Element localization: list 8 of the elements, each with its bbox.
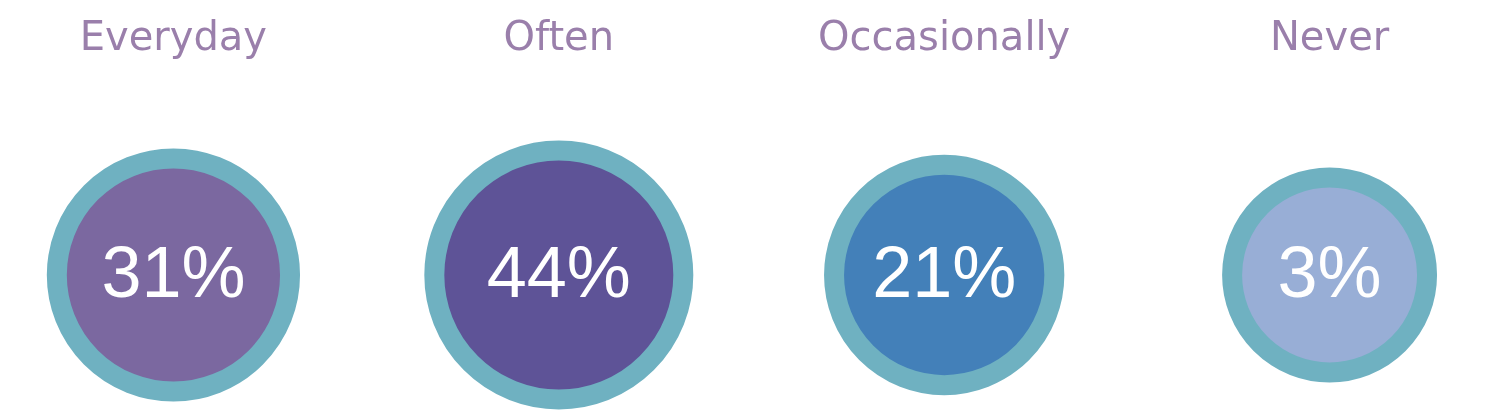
data-label: 3% — [1277, 232, 1382, 312]
data-label: 44% — [486, 232, 631, 312]
category-label: Everyday — [79, 13, 268, 59]
data-label: 31% — [101, 232, 246, 312]
category-label: Occasionally — [818, 13, 1071, 59]
data-label: 21% — [872, 232, 1017, 312]
category-label: Often — [503, 13, 615, 59]
category-label: Never — [1269, 13, 1390, 59]
